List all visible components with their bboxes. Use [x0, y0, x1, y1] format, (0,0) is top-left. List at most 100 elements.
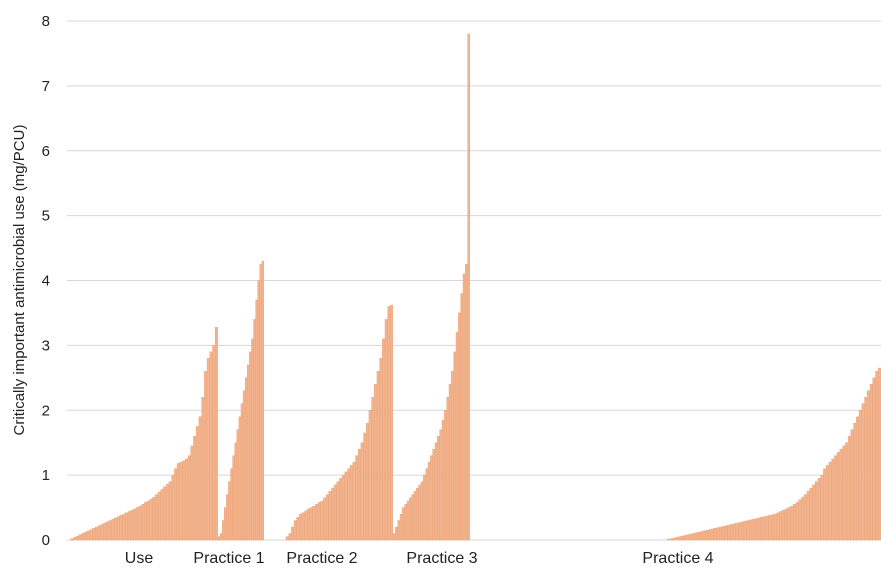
bar-practice-1-12 [242, 390, 246, 541]
y-tick-label: 4 [42, 273, 50, 290]
bar-practice-2-11 [315, 504, 319, 541]
bar-practice-4-86 [735, 522, 739, 541]
bar-practice-4-108 [795, 502, 799, 541]
bar-practice-4-79 [716, 527, 720, 541]
bar-practice-3-0 [392, 533, 396, 541]
bar-use-35 [163, 486, 167, 541]
bar-practice-4-72 [697, 532, 700, 541]
bar-practice-2-33 [374, 384, 377, 541]
bar-practice-2-18 [333, 484, 337, 541]
bar-use-39 [174, 468, 177, 541]
bar-practice-1-19 [257, 280, 260, 541]
bar-practice-3-3 [399, 513, 403, 541]
bar-practice-4-69 [688, 533, 692, 541]
bar-practice-4-123 [836, 452, 840, 541]
bar-practice-4-127 [847, 436, 851, 541]
bar-practice-3-8 [411, 494, 414, 541]
bar-practice-2-5 [299, 513, 302, 541]
bar-practice-4-94 [757, 517, 761, 541]
bar-practice-1-20 [259, 264, 262, 541]
bar-practice-4-133 [864, 397, 868, 541]
bar-use-27 [141, 504, 145, 541]
bar-use-38 [171, 474, 175, 541]
bar-practice-4-114 [812, 484, 816, 541]
bar-practice-4-67 [683, 535, 687, 541]
bar-practice-1-13 [244, 377, 248, 541]
bar-use-13 [103, 522, 107, 541]
bar-practice-4-125 [842, 445, 846, 541]
bar-practice-2-1 [288, 533, 292, 541]
bar-practice-3-7 [409, 497, 412, 541]
bar-use-45 [190, 445, 194, 541]
bar-practice-4-129 [853, 423, 857, 541]
bar-use-31 [152, 496, 156, 541]
bar-practice-2-9 [309, 507, 313, 541]
bar-use-30 [149, 498, 153, 541]
bar-practice-4-131 [858, 410, 862, 541]
y-tick-label: 8 [42, 13, 50, 30]
bar-practice-1-4 [226, 494, 229, 541]
bar-practice-2-21 [341, 474, 345, 541]
bar-practice-4-104 [784, 508, 788, 541]
bar-use-18 [116, 516, 120, 541]
bar-practice-4-132 [861, 403, 865, 541]
bar-use-25 [135, 507, 139, 541]
bar-use-20 [122, 513, 126, 541]
bar-use-10 [95, 526, 98, 541]
bar-practice-4-68 [686, 534, 690, 541]
bar-use-40 [176, 463, 180, 541]
bar-practice-2-6 [301, 512, 305, 541]
bar-practice-4-117 [820, 474, 824, 541]
bar-practice-3-24 [448, 384, 452, 541]
y-axis-label: Critically important antimicrobial use (… [11, 125, 28, 436]
bar-practice-4-138 [878, 367, 881, 541]
bar-practice-3-16 [430, 455, 433, 541]
bar-practice-4-64 [675, 537, 679, 541]
bar-use-7 [86, 530, 90, 541]
bar-use-8 [89, 529, 93, 541]
bar-practice-3-27 [455, 332, 459, 541]
bar-practice-2-16 [328, 491, 332, 541]
bar-practice-2-8 [307, 508, 310, 541]
bar-practice-1-9 [236, 429, 239, 541]
bar-practice-4-103 [782, 509, 785, 541]
bar-practice-3-23 [446, 397, 449, 541]
bar-practice-3-20 [439, 429, 442, 541]
bar-use-46 [193, 436, 197, 541]
bar-practice-1-0 [217, 536, 220, 541]
y-tick-label: 1 [42, 467, 50, 484]
bar-practice-2-28 [360, 442, 364, 541]
y-tick-label: 3 [42, 337, 50, 354]
bar-practice-4-116 [817, 478, 821, 541]
bar-practice-1-8 [234, 442, 237, 541]
bar-practice-4-113 [809, 487, 813, 541]
bar-practice-1-2 [221, 520, 225, 541]
bar-practice-4-124 [839, 448, 843, 541]
bar-practice-3-12 [420, 481, 424, 541]
bar-use-49 [201, 397, 205, 541]
bar-use-36 [165, 484, 169, 541]
bar-practice-4-98 [768, 515, 772, 541]
bar-practice-2-38 [387, 306, 391, 541]
bar-practice-4-90 [746, 520, 750, 541]
bar-practice-3-29 [460, 293, 463, 541]
bar-practice-4-136 [872, 377, 876, 541]
bar-use-52 [209, 351, 213, 541]
bar-practice-4-62 [669, 538, 673, 541]
bar-practice-4-130 [856, 416, 859, 541]
bar-practice-4-111 [804, 494, 807, 541]
bar-practice-3-10 [416, 487, 419, 541]
bar-practice-2-35 [379, 358, 383, 541]
bar-practice-4-107 [793, 504, 796, 541]
bar-practice-4-85 [732, 523, 736, 541]
bar-practice-3-19 [437, 436, 440, 541]
bar-use-54 [215, 327, 218, 541]
bar-practice-1-17 [253, 319, 256, 541]
bar-practice-3-13 [423, 474, 426, 541]
bar-use-16 [111, 519, 115, 541]
bar-practice-3-6 [406, 500, 410, 541]
bar-practice-2-27 [358, 448, 361, 541]
bar-practice-4-66 [680, 535, 684, 541]
bar-use-24 [133, 508, 137, 541]
bar-use-33 [157, 491, 161, 541]
